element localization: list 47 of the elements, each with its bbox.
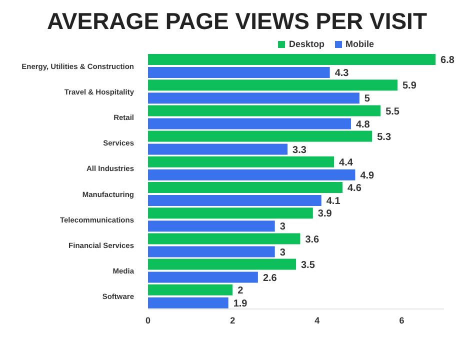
- data-label: 5.5: [386, 106, 400, 118]
- bar: [148, 144, 288, 155]
- bar: [148, 233, 300, 244]
- x-tick-label: 6: [399, 315, 404, 326]
- data-label: 2: [238, 285, 244, 296]
- data-label: 4.1: [326, 196, 341, 208]
- bar: [148, 284, 233, 296]
- bar: [148, 220, 275, 232]
- data-label: 2.6: [262, 272, 278, 284]
- chart-title: AVERAGE PAGE VIEWS PER VISIT: [46, 8, 428, 35]
- data-label: 4.6: [348, 183, 362, 194]
- data-label: 4.3: [334, 68, 350, 80]
- data-label: 3.9: [318, 208, 332, 220]
- bar: [148, 182, 343, 193]
- data-label: 3.3: [292, 144, 307, 156]
- data-label: 5.9: [402, 80, 417, 92]
- bar: [148, 80, 398, 91]
- bar: [148, 297, 228, 308]
- data-label: 3.5: [301, 260, 316, 271]
- bar: [148, 54, 436, 65]
- data-label: 6.8: [440, 55, 455, 66]
- data-label: 3.6: [305, 234, 320, 246]
- data-label: 3: [280, 247, 286, 258]
- bar: [148, 92, 360, 104]
- bar: [148, 272, 258, 283]
- bar: [148, 67, 330, 78]
- data-label: 5.3: [377, 132, 392, 143]
- bar: [148, 208, 313, 219]
- bar: [148, 195, 322, 206]
- data-label: 4.4: [339, 157, 354, 168]
- x-tick-label: 0: [145, 315, 151, 326]
- x-tick-label: 4: [314, 315, 320, 326]
- data-label: 4.8: [356, 119, 370, 130]
- bar: [148, 169, 356, 180]
- data-label: 5: [364, 94, 370, 105]
- bar: [148, 246, 275, 258]
- data-label: 4.9: [360, 170, 375, 182]
- data-label: 3: [280, 222, 286, 233]
- x-tick-label: 2: [230, 315, 236, 326]
- bar: [148, 130, 372, 142]
- data-label: 1.9: [233, 298, 248, 310]
- bar: [148, 105, 381, 116]
- bar: [148, 258, 296, 270]
- legend-label: Mobile: [346, 39, 374, 49]
- legend-label: Desktop: [288, 39, 324, 49]
- bar: [148, 118, 351, 130]
- bar: [148, 156, 334, 168]
